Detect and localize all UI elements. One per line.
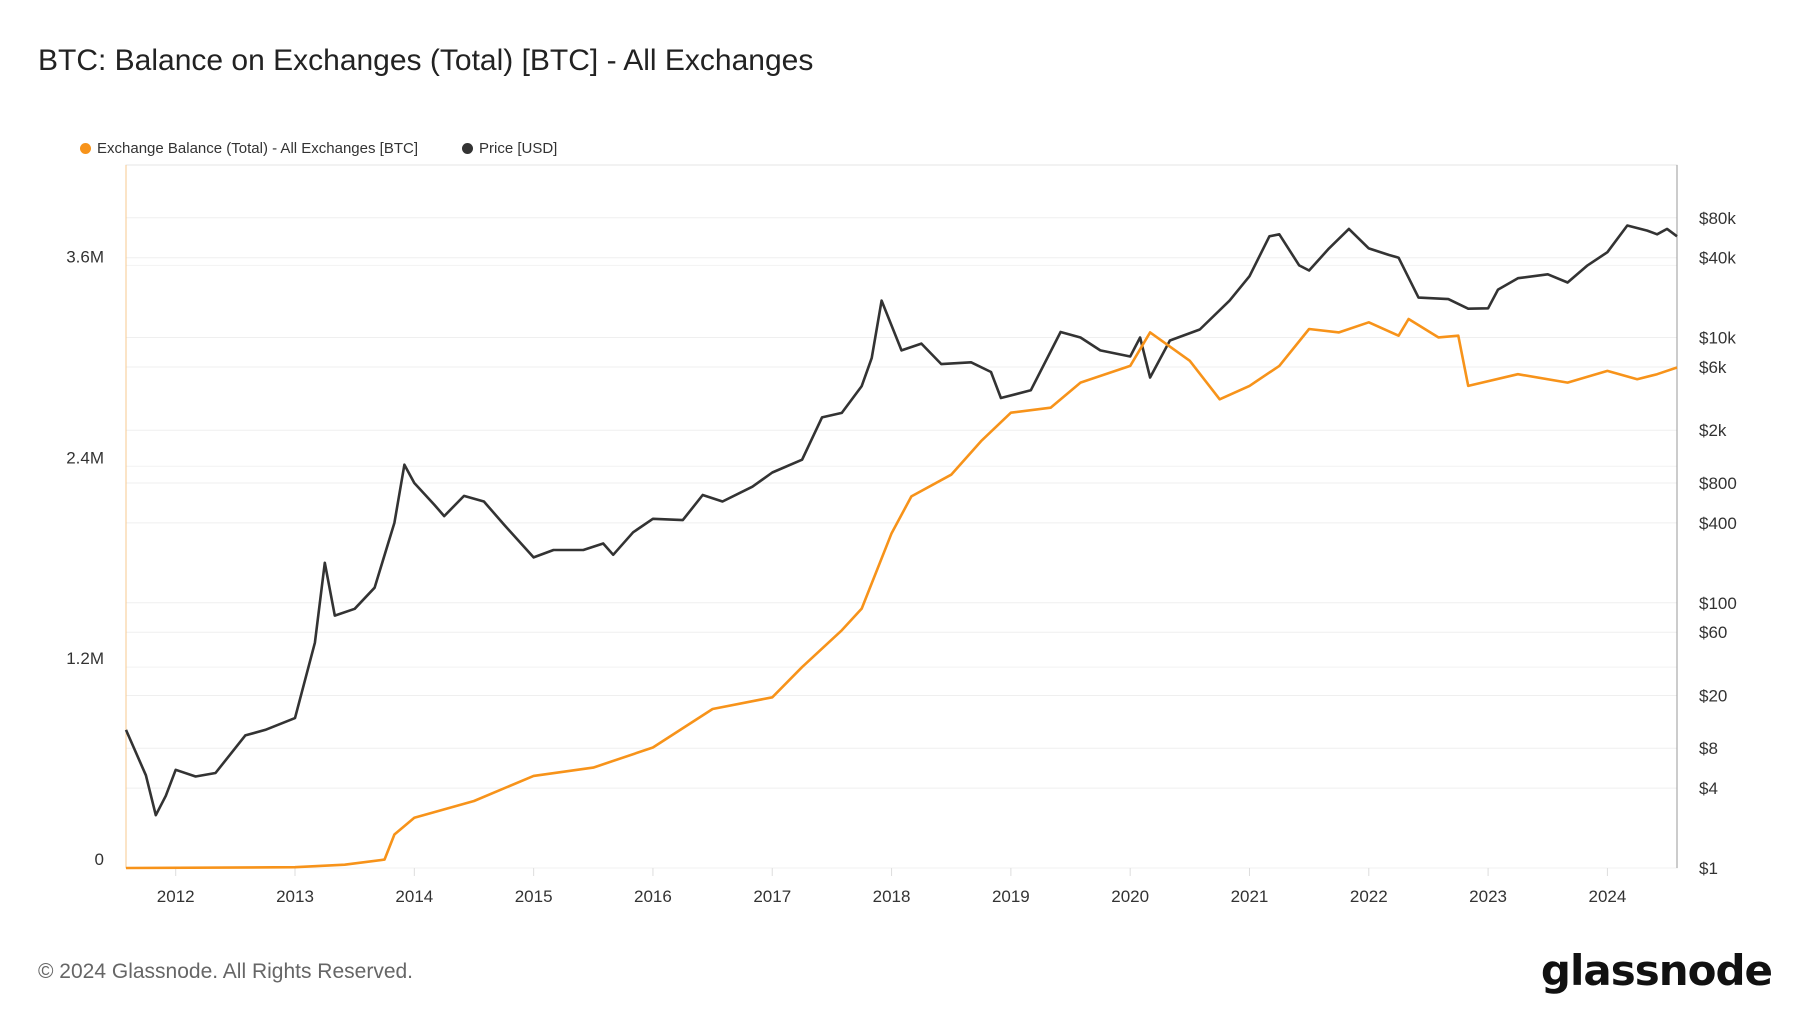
- left-tick-label: 3.6M: [66, 247, 104, 266]
- chart-area: $1 $4 $8 $20 $60 $100 $400 $800 $2k $6k $10k $40k $8…: [66, 164, 1737, 906]
- copyright: © 2024 Glassnode. All Rights Reserved.: [38, 960, 414, 983]
- left-tick-label: 1.2M: [66, 649, 104, 668]
- right-tick-label: $100: [1699, 594, 1737, 613]
- x-tick-label: 2013: [276, 887, 314, 906]
- x-tick-label: 2018: [873, 887, 911, 906]
- left-tick-label: 0: [95, 850, 104, 869]
- legend: Exchange Balance (Total) - All Exchanges…: [80, 140, 557, 157]
- x-tick-label: 2012: [157, 887, 195, 906]
- legend-item-balance[interactable]: Exchange Balance (Total) - All Exchanges…: [80, 140, 418, 157]
- right-tick-label: $60: [1699, 623, 1727, 642]
- x-tick-label: 2023: [1469, 887, 1507, 906]
- x-tick-label: 2014: [395, 887, 433, 906]
- balance-series-line: [125, 317, 1678, 870]
- x-tick-label: 2022: [1350, 887, 1388, 906]
- x-tick-label: 2024: [1588, 887, 1626, 906]
- legend-dot-icon: [80, 143, 91, 154]
- right-tick-label: $6k: [1699, 358, 1727, 377]
- chart-title: BTC: Balance on Exchanges (Total) [BTC] …: [38, 44, 814, 77]
- x-tick-label: 2016: [634, 887, 672, 906]
- right-tick-label: $80k: [1699, 209, 1736, 228]
- right-tick-label: $10k: [1699, 329, 1736, 348]
- x-tick-label: 2015: [515, 887, 553, 906]
- x-tick-label: 2019: [992, 887, 1030, 906]
- right-tick-label: $1: [1699, 859, 1718, 878]
- right-tick-label: $400: [1699, 514, 1737, 533]
- left-tick-label: 2.4M: [66, 448, 104, 467]
- right-tick-label: $2k: [1699, 421, 1727, 440]
- price-series-line: [124, 224, 1678, 817]
- legend-label: Exchange Balance (Total) - All Exchanges…: [97, 140, 418, 157]
- legend-dot-icon: [462, 143, 473, 154]
- right-tick-label: $4: [1699, 779, 1718, 798]
- right-tick-label: $20: [1699, 686, 1727, 705]
- x-tick-label: 2020: [1111, 887, 1149, 906]
- legend-label: Price [USD]: [479, 140, 558, 157]
- x-tick-label: 2021: [1231, 887, 1269, 906]
- right-tick-label: $8: [1699, 739, 1718, 758]
- glassnode-logo: glassnode: [1540, 946, 1773, 995]
- right-tick-label: $40k: [1699, 249, 1736, 268]
- x-tick-label: 2017: [753, 887, 791, 906]
- legend-item-price[interactable]: Price [USD]: [462, 140, 557, 157]
- right-tick-label: $800: [1699, 474, 1737, 493]
